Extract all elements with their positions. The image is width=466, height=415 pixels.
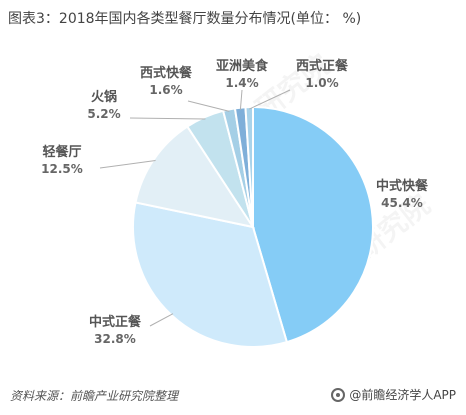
slice-value-label: 1.0% bbox=[305, 76, 338, 90]
slice-value-label: 1.4% bbox=[225, 76, 258, 90]
pie-chart: 中式快餐 45.4% 中式正餐 32.8% 轻餐厅 12.5% 火锅 5.2% 西式快餐 1.6%… bbox=[41, 58, 429, 348]
leader-lines bbox=[99, 89, 291, 327]
source-note: 资料来源：前瞻产业研究院整理 bbox=[10, 389, 179, 403]
slice-value-label: 45.4% bbox=[381, 196, 423, 210]
pie-slice bbox=[132, 201, 289, 348]
leader-line bbox=[187, 100, 230, 112]
brand-credit: @前瞻经济学人APP bbox=[331, 386, 456, 403]
slice-value-label: 12.5% bbox=[41, 162, 83, 176]
pie-slices bbox=[132, 105, 374, 348]
leader-line bbox=[239, 89, 243, 110]
slice-name-label: 中式快餐 bbox=[376, 178, 429, 194]
slice-name-label: 中式正餐 bbox=[89, 314, 142, 330]
chart-title: 图表3：2018年国内各类型餐厅数量分布情况(单位： %) bbox=[8, 11, 362, 27]
leader-line bbox=[129, 117, 206, 120]
slice-value-label: 32.8% bbox=[94, 332, 136, 346]
slice-value-label: 5.2% bbox=[87, 107, 120, 121]
slice-name-label: 西式正餐 bbox=[296, 58, 349, 74]
slice-name-label: 西式快餐 bbox=[140, 65, 193, 81]
slice-name-label: 亚洲美食 bbox=[216, 58, 269, 74]
slice-name-label: 轻餐厅 bbox=[42, 144, 81, 160]
pie-slice bbox=[252, 105, 374, 344]
slice-labels: 中式快餐 45.4% 中式正餐 32.8% 轻餐厅 12.5% 火锅 5.2% 西式快餐 1.6%… bbox=[41, 58, 429, 346]
leader-line bbox=[249, 89, 291, 110]
slice-value-label: 1.6% bbox=[149, 83, 182, 97]
brand-text: @前瞻经济学人APP bbox=[349, 388, 456, 402]
leader-line bbox=[149, 313, 174, 327]
slice-name-label: 火锅 bbox=[91, 89, 117, 105]
pie-slice bbox=[134, 125, 256, 229]
leader-line bbox=[99, 159, 156, 169]
brand-logo-icon bbox=[331, 387, 346, 402]
